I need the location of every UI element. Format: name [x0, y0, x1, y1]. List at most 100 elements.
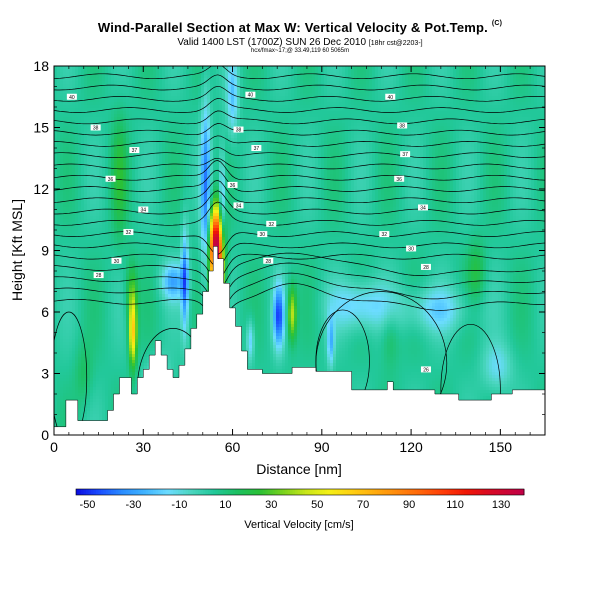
- field-cell: [156, 84, 160, 88]
- field-cell: [78, 90, 82, 94]
- field-cell: [180, 114, 184, 118]
- field-cell: [57, 111, 61, 115]
- field-cell: [384, 81, 388, 85]
- field-cell: [522, 132, 526, 136]
- field-cell: [537, 66, 541, 70]
- field-cell: [165, 93, 169, 97]
- field-cell: [261, 78, 265, 82]
- field-cell: [531, 135, 535, 139]
- field-cell: [315, 111, 319, 115]
- field-cell: [420, 78, 424, 82]
- field-cell: [225, 126, 229, 130]
- field-cell: [501, 81, 505, 85]
- field-cell: [498, 129, 502, 133]
- field-cell: [222, 84, 226, 88]
- field-cell: [468, 111, 472, 115]
- field-cell: [525, 78, 529, 82]
- field-cell: [378, 99, 382, 103]
- field-cell: [510, 135, 514, 139]
- field-cell: [375, 99, 379, 103]
- field-cell: [87, 93, 91, 97]
- field-cell: [126, 93, 130, 97]
- field-cell: [210, 111, 214, 115]
- field-cell: [147, 81, 151, 85]
- field-cell: [66, 120, 70, 124]
- field-cell: [177, 105, 181, 109]
- field-cell: [504, 117, 508, 121]
- field-cell: [528, 72, 532, 76]
- field-cell: [279, 123, 283, 127]
- field-cell: [525, 126, 529, 130]
- field-cell: [210, 81, 214, 85]
- field-cell: [342, 102, 346, 106]
- field-cell: [375, 66, 379, 70]
- field-cell: [375, 123, 379, 127]
- field-cell: [354, 90, 358, 94]
- field-cell: [516, 105, 520, 109]
- field-cell: [300, 99, 304, 103]
- field-cell: [144, 69, 148, 73]
- field-cell: [213, 66, 217, 70]
- field-cell: [153, 129, 157, 133]
- chart-title: Wind-Parallel Section at Max W: Vertical…: [0, 20, 600, 35]
- field-cell: [522, 123, 526, 127]
- field-cell: [393, 108, 397, 112]
- field-cell: [219, 84, 223, 88]
- field-cell: [501, 84, 505, 88]
- field-cell: [447, 126, 451, 130]
- field-cell: [72, 114, 76, 118]
- field-cell: [486, 84, 490, 88]
- field-cell: [306, 90, 310, 94]
- field-cell: [342, 114, 346, 118]
- field-cell: [288, 117, 292, 121]
- field-cell: [465, 75, 469, 79]
- field-cell: [162, 135, 166, 139]
- field-cell: [114, 120, 118, 124]
- field-cell: [192, 129, 196, 133]
- field-cell: [492, 81, 496, 85]
- field-cell: [180, 102, 184, 106]
- field-cell: [402, 117, 406, 121]
- field-cell: [492, 69, 496, 73]
- field-cell: [438, 126, 442, 130]
- field-cell: [240, 120, 244, 124]
- field-cell: [183, 114, 187, 118]
- field-cell: [507, 90, 511, 94]
- field-cell: [405, 96, 409, 100]
- field-cell: [438, 123, 442, 127]
- field-cell: [90, 129, 94, 133]
- field-cell: [300, 87, 304, 91]
- field-cell: [174, 126, 178, 130]
- field-cell: [198, 114, 202, 118]
- field-cell: [357, 111, 361, 115]
- field-cell: [138, 120, 142, 124]
- field-cell: [300, 123, 304, 127]
- field-cell: [318, 87, 322, 91]
- field-cell: [120, 96, 124, 100]
- field-cell: [465, 120, 469, 124]
- field-cell: [318, 84, 322, 88]
- field-cell: [423, 84, 427, 88]
- field-cell: [327, 96, 331, 100]
- field-cell: [231, 90, 235, 94]
- field-cell: [153, 123, 157, 127]
- field-cell: [120, 105, 124, 109]
- field-cell: [348, 84, 352, 88]
- field-cell: [315, 99, 319, 103]
- field-cell: [111, 120, 115, 124]
- field-cell: [114, 72, 118, 76]
- field-cell: [90, 108, 94, 112]
- field-cell: [123, 102, 127, 106]
- field-cell: [471, 114, 475, 118]
- field-cell: [123, 132, 127, 136]
- field-cell: [213, 69, 217, 73]
- field-cell: [258, 72, 262, 76]
- field-cell: [186, 129, 190, 133]
- field-cell: [327, 93, 331, 97]
- field-cell: [519, 93, 523, 97]
- field-cell: [438, 81, 442, 85]
- field-cell: [309, 129, 313, 133]
- field-cell: [78, 69, 82, 73]
- field-cell: [360, 105, 364, 109]
- field-cell: [102, 84, 106, 88]
